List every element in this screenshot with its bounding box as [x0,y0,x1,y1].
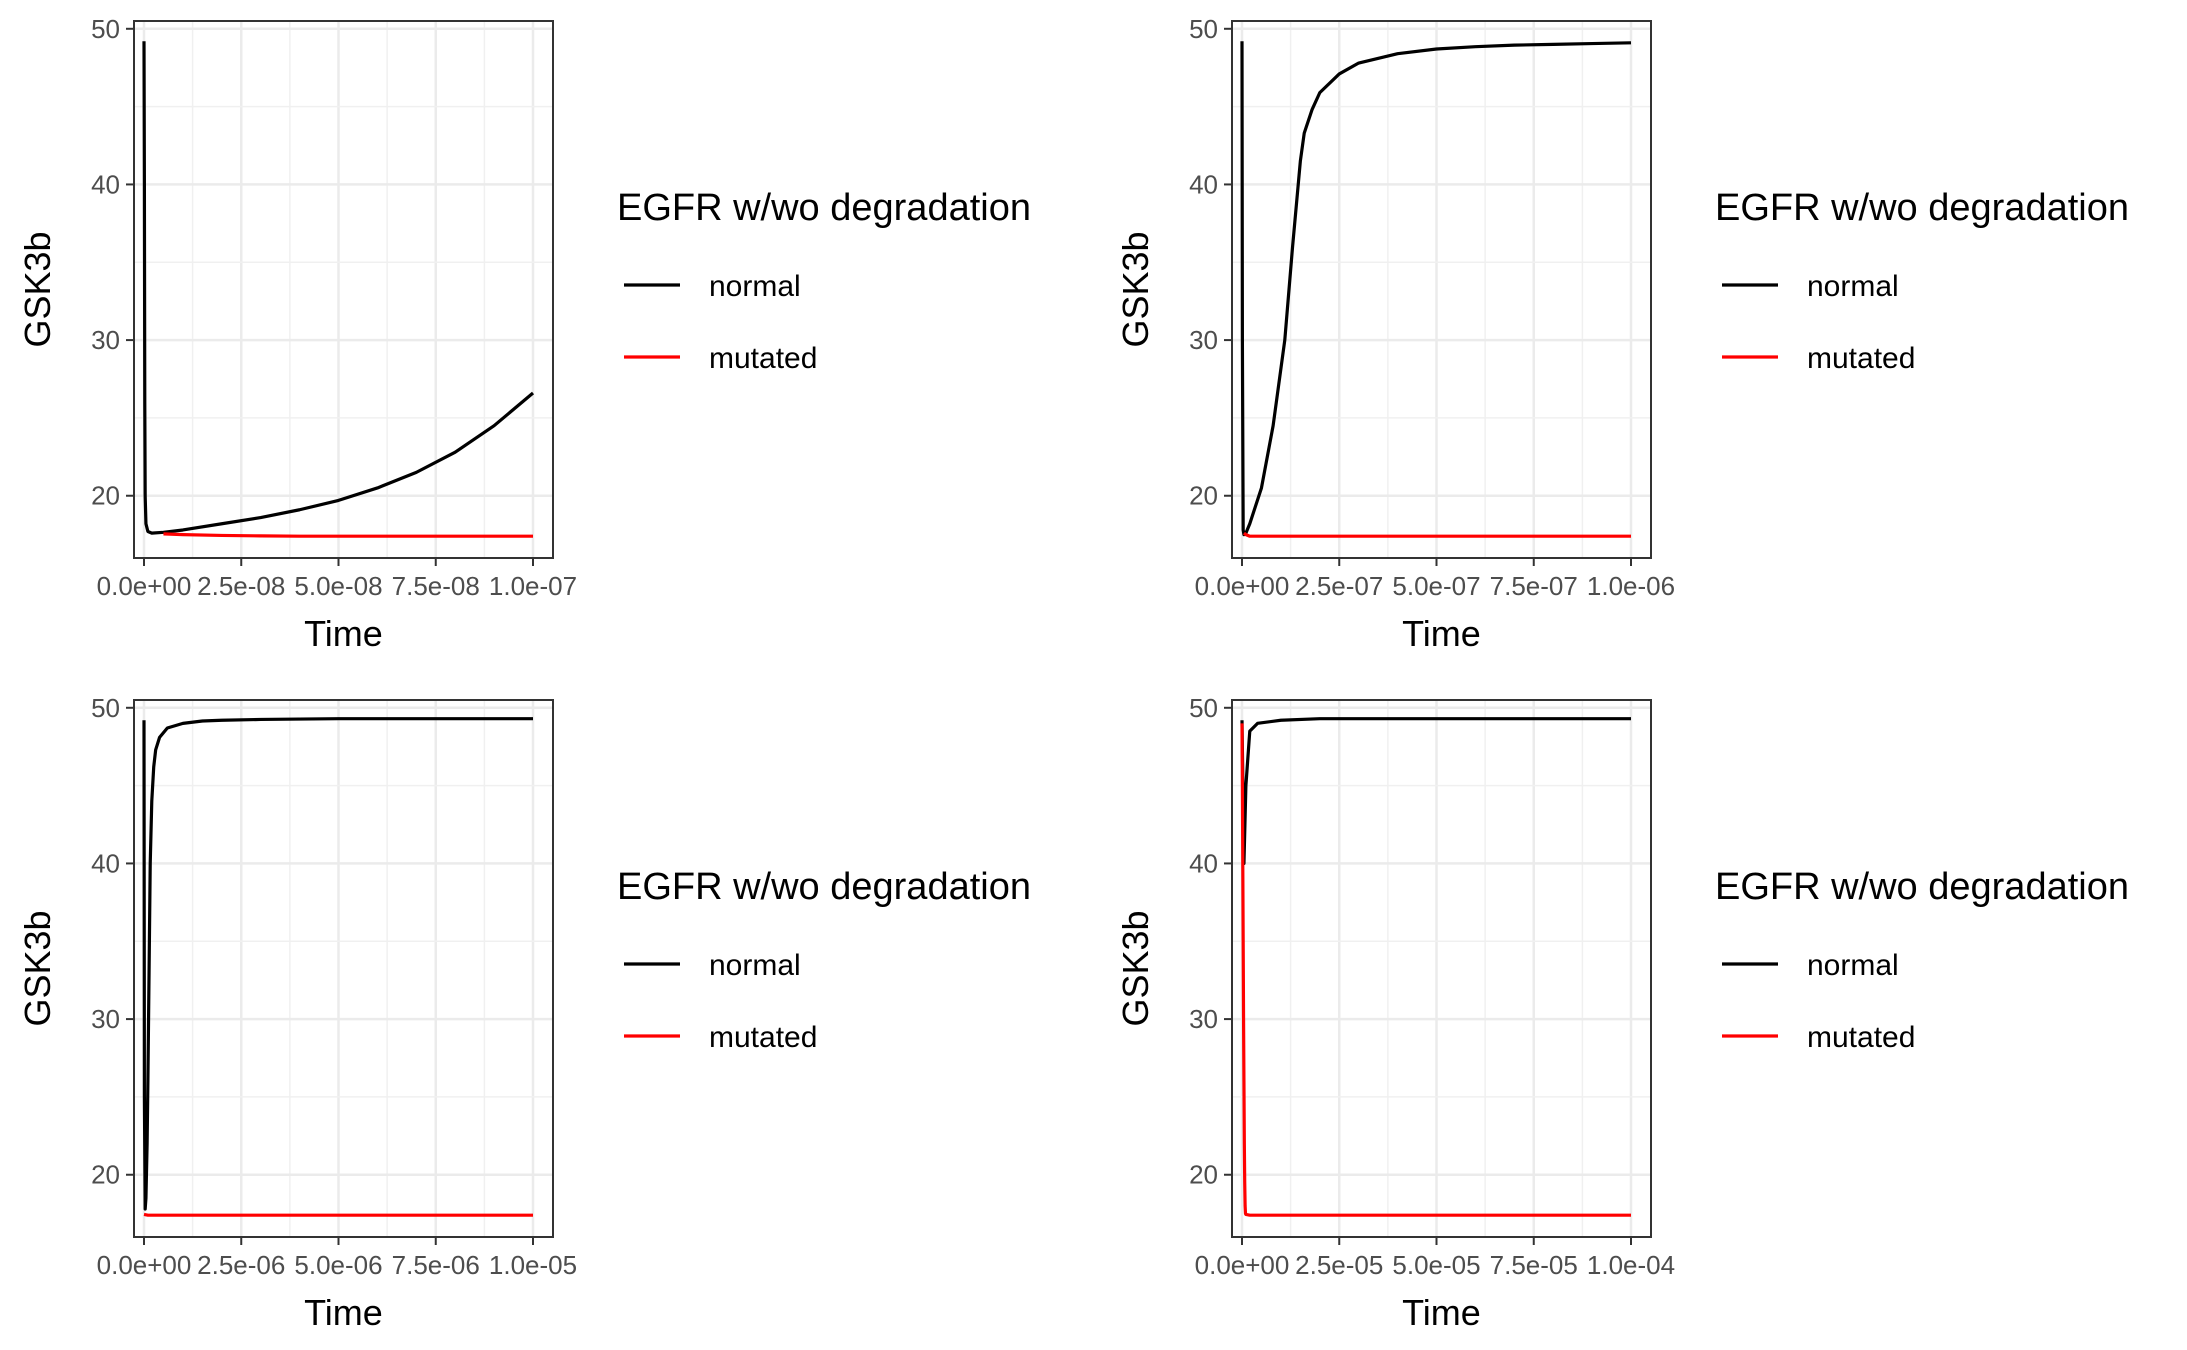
plot-background [134,700,553,1237]
x-tick-label: 2.5e-08 [197,571,285,601]
x-tick-label: 0.0e+00 [1195,1250,1290,1280]
y-axis-title: GSK3b [17,231,58,347]
y-tick-label: 50 [91,14,120,44]
y-tick-label: 30 [91,1004,120,1034]
y-tick-label: 40 [91,169,120,199]
x-axis-title: Time [1402,1292,1481,1333]
plot-border [133,699,554,1238]
x-tick-label: 5.0e-06 [294,1250,382,1280]
x-axis-title: Time [304,613,383,654]
legend-title: EGFR w/wo degradation [617,866,1031,908]
chart-panel-2: 20 30 40 50 0.0e+00 2.5e-07 5.0e-07 7.5e-07 1.0e… [1115,14,2129,654]
series-line-mutated [163,532,533,538]
legend-label-normal: normal [709,949,801,982]
y-axis-title: GSK3b [1115,910,1156,1026]
x-tick-label: 0.0e+00 [97,571,192,601]
legend-title: EGFR w/wo degradation [617,187,1031,229]
legend-title: EGFR w/wo degradation [1715,187,2129,229]
series-line-normal [1240,717,1631,866]
legend-label-mutated: mutated [1807,1021,1915,1054]
x-tick-label: 0.0e+00 [97,1250,192,1280]
chart-panel-1: 20 30 40 50 0.0e+00 2.5e-08 5.0e-08 7.5e-08 1.0e… [17,14,1031,654]
y-tick-label: 20 [1189,481,1218,511]
x-axis-title: Time [1402,613,1481,654]
series-line-mutated [143,1212,533,1217]
x-tick-label: 2.5e-07 [1295,571,1383,601]
y-tick-label: 40 [1189,848,1218,878]
legend: EGFR w/wo degradation normal mutated [617,866,1031,1054]
plot-border [133,20,554,559]
x-tick-label: 0.0e+00 [1195,571,1290,601]
legend-label-normal: normal [1807,270,1899,303]
legend: EGFR w/wo degradation normal mutated [1715,866,2129,1054]
y-tick-label: 20 [91,481,120,511]
plot-border [1231,699,1652,1238]
legend-label-mutated: mutated [1807,342,1915,375]
legend-label-mutated: mutated [709,342,817,375]
series-line-mutated [1240,723,1631,1217]
x-tick-label: 7.5e-05 [1490,1250,1578,1280]
legend: EGFR w/wo degradation normal mutated [1715,187,2129,375]
y-tick-label: 50 [91,693,120,723]
series-line-normal [142,717,533,1211]
x-tick-label: 1.0e-05 [489,1250,577,1280]
series-line-normal [142,41,535,535]
legend-label-normal: normal [709,270,801,303]
legend-label-normal: normal [1807,949,1899,982]
y-axis-title: GSK3b [1115,231,1156,347]
y-tick-label: 50 [1189,14,1218,44]
x-tick-label: 5.0e-05 [1392,1250,1480,1280]
x-tick-label: 7.5e-06 [392,1250,480,1280]
x-tick-label: 1.0e-04 [1587,1250,1675,1280]
chart-panel-4: 20 30 40 50 0.0e+00 2.5e-05 5.0e-05 7.5e-05 1.0e… [1115,693,2129,1333]
x-tick-label: 1.0e-06 [1587,571,1675,601]
y-tick-label: 40 [91,848,120,878]
y-tick-label: 20 [91,1160,120,1190]
x-tick-label: 5.0e-08 [294,571,382,601]
y-tick-label: 50 [1189,693,1218,723]
x-tick-label: 1.0e-07 [489,571,577,601]
x-tick-label: 2.5e-06 [197,1250,285,1280]
y-axis-title: GSK3b [17,910,58,1026]
legend-label-mutated: mutated [709,1021,817,1054]
x-tick-label: 7.5e-07 [1490,571,1578,601]
y-tick-label: 30 [91,325,120,355]
plot-background [134,21,553,558]
x-axis-title: Time [304,1292,383,1333]
y-tick-label: 40 [1189,169,1218,199]
plot-background [1232,21,1651,558]
x-tick-label: 5.0e-07 [1392,571,1480,601]
chart-panel-3: 20 30 40 50 0.0e+00 2.5e-06 5.0e-06 7.5e-06 1.0e… [17,693,1031,1333]
plot-background [1232,700,1651,1237]
x-tick-label: 7.5e-08 [392,571,480,601]
y-tick-label: 30 [1189,325,1218,355]
series-line-mutated [1242,531,1631,538]
legend: EGFR w/wo degradation normal mutated [617,187,1031,375]
y-tick-label: 20 [1189,1160,1218,1190]
x-tick-label: 2.5e-05 [1295,1250,1383,1280]
y-tick-label: 30 [1189,1004,1218,1034]
legend-title: EGFR w/wo degradation [1715,866,2129,908]
plot-border [1231,20,1652,559]
